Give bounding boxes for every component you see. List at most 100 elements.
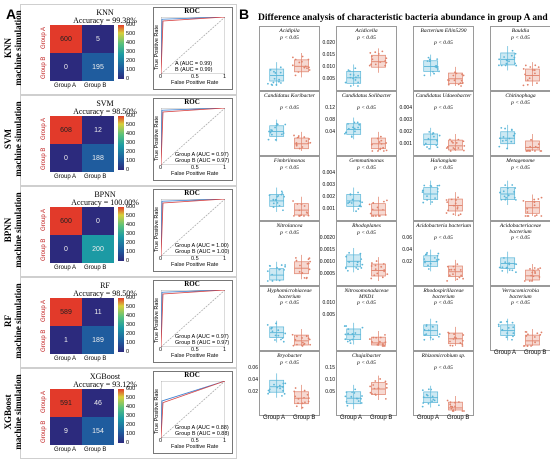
point-group-a [275, 122, 278, 125]
point-group-b [295, 141, 298, 144]
point-group-a [352, 126, 354, 129]
point-group-a [510, 54, 513, 57]
point-group-a [427, 264, 429, 267]
box-rect-group-a [269, 268, 285, 281]
point-group-b [306, 212, 309, 214]
roc-xtick: 0 [159, 347, 163, 353]
roc-xtick: 0 [159, 438, 163, 444]
roc-curve-group-b [161, 290, 225, 347]
point-group-a [435, 259, 438, 261]
point-group-b [301, 146, 304, 148]
point-group-b [306, 262, 309, 265]
roc-title: ROC [184, 189, 200, 197]
point-group-a [428, 60, 431, 63]
point-group-b [307, 400, 310, 403]
point-group-a [347, 127, 350, 130]
boxplot-title: Chujaibacter [351, 353, 382, 359]
boxplot-title: Rhodospirillaceae bacterium [423, 288, 464, 300]
point-group-a [514, 52, 517, 55]
point-group-b [449, 340, 451, 343]
roc-legend-b: Group B (AUC = 0.97) [175, 158, 230, 164]
point-group-a [505, 336, 508, 339]
colorbar-tick: 200 [126, 240, 136, 246]
point-group-a [429, 184, 432, 187]
model-name: KNN [96, 8, 114, 17]
boxplot-18: Rhodospirillaceae bacterium p < 0.05 [413, 286, 474, 351]
point-group-a [268, 264, 271, 267]
boxplot-marks [267, 119, 312, 151]
point-group-a [512, 332, 515, 335]
boxplot-pvalue: p < 0.05 [434, 40, 453, 46]
point-group-a [277, 334, 280, 337]
point-group-b [291, 64, 294, 67]
y-label-group-b: Group B [41, 56, 47, 79]
point-group-b [382, 345, 385, 347]
point-group-b [299, 264, 301, 267]
point-group-b [456, 263, 459, 266]
boxplot-pvalue: p < 0.05 [511, 100, 530, 106]
point-group-b [447, 331, 450, 334]
roc-xtick: 0 [159, 256, 163, 262]
x-label-group-a: Group A [54, 174, 77, 180]
point-group-b [539, 150, 542, 152]
point-group-a [506, 147, 508, 150]
point-group-a [498, 266, 501, 269]
panel-a-letter: A [6, 6, 17, 22]
box-rect-group-b [371, 54, 386, 68]
point-group-a [272, 198, 275, 201]
model-accuracy: Accuracy = 98.50% [73, 289, 137, 298]
point-group-a [500, 126, 503, 129]
point-group-b [379, 61, 382, 64]
point-group-a [357, 191, 359, 194]
point-group-b [537, 268, 539, 270]
colorbar [118, 389, 124, 443]
boxplot-ytick: 0.010 [322, 64, 335, 70]
point-group-b [294, 257, 297, 259]
boxplot-pvalue: p < 0.05 [280, 230, 299, 236]
point-group-b [371, 208, 374, 211]
confusion-cell: 600 [50, 25, 82, 53]
point-group-b [307, 258, 310, 261]
box-group-b [447, 326, 465, 347]
point-group-a [345, 400, 348, 403]
colorbar-tick: 300 [126, 322, 136, 328]
boxplot-marks [423, 249, 464, 282]
point-group-a [512, 134, 515, 137]
roc-plot [153, 7, 233, 90]
boxplot-marks [498, 124, 543, 152]
box-group-a [346, 187, 364, 213]
point-group-a [282, 389, 284, 392]
roc-ylabel: True Positive Rate [154, 206, 160, 252]
point-group-b [449, 405, 452, 408]
point-group-b [308, 268, 311, 271]
point-group-b [298, 209, 301, 212]
boxplot-title: Metagenome [506, 158, 535, 164]
boxplot-marks [266, 320, 312, 347]
point-group-b [533, 336, 536, 338]
point-group-b [372, 201, 375, 204]
box-group-a [423, 127, 441, 150]
model-side-label: XGBoost machine simulation [3, 369, 23, 455]
box-group-b [291, 52, 311, 78]
point-group-a [347, 328, 350, 330]
point-group-a [508, 137, 511, 140]
point-group-b [373, 274, 376, 277]
point-group-b [292, 344, 295, 347]
point-group-a [271, 273, 274, 276]
point-group-b [522, 345, 525, 347]
point-group-b [308, 69, 311, 71]
point-group-a [345, 391, 348, 394]
point-group-a [354, 79, 357, 81]
boxplot-ytick: 0.002 [322, 194, 335, 200]
confusion-cell: 195 [82, 53, 114, 81]
point-group-a [497, 323, 500, 326]
box-group-b [293, 131, 312, 151]
model-side-sub: machine simulation [13, 101, 23, 177]
point-group-b [308, 338, 311, 341]
point-group-a [423, 338, 426, 341]
point-group-b [379, 378, 382, 380]
boxplot-ytick: 0.005 [322, 312, 335, 318]
point-group-b [368, 338, 371, 340]
colorbar-tick: 200 [126, 331, 136, 337]
roc-xtick: 1 [223, 347, 227, 353]
